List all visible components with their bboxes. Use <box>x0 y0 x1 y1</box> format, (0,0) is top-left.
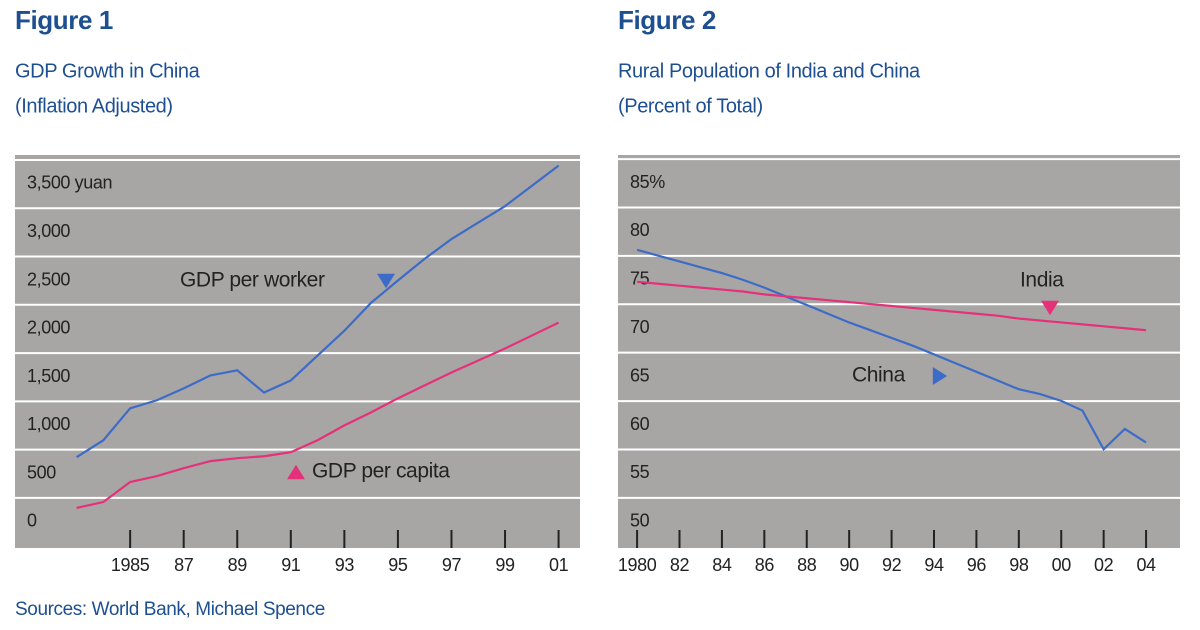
x-tick-label: 99 <box>495 555 515 575</box>
x-tick-label: 91 <box>281 555 301 575</box>
y-tick-label: 75 <box>630 269 650 289</box>
y-tick-label: 65 <box>630 365 650 385</box>
x-tick-label: 02 <box>1094 555 1114 575</box>
series-marker <box>377 273 395 289</box>
x-tick-label: 98 <box>1009 555 1029 575</box>
chart-title: Rural Population of India and China <box>618 60 921 82</box>
data-line <box>636 248 1147 452</box>
series-marker <box>932 367 948 385</box>
x-tick-label: 1980 <box>618 555 657 575</box>
y-tick-label: 1,000 <box>27 414 70 434</box>
x-tick-label: 94 <box>924 555 944 575</box>
x-tick-label: 89 <box>228 555 248 575</box>
series-marker <box>287 464 305 480</box>
x-tick-label: 92 <box>882 555 902 575</box>
data-line <box>636 280 1147 332</box>
x-tick-label: 04 <box>1136 555 1156 575</box>
chart-subtitle: (Percent of Total) <box>618 95 763 117</box>
data-line <box>75 164 560 459</box>
x-tick-label: 01 <box>549 555 569 575</box>
plot-area <box>618 155 1180 548</box>
x-tick-label: 00 <box>1052 555 1072 575</box>
y-tick-label: 80 <box>630 220 650 240</box>
x-tick-label: 86 <box>755 555 775 575</box>
x-tick-label: 90 <box>840 555 860 575</box>
figure-label: Figure 2 <box>618 5 716 35</box>
y-tick-label: 85% <box>630 172 665 192</box>
series-marker <box>1041 300 1059 316</box>
y-tick-label: 1,500 <box>27 366 70 386</box>
series-label: China <box>852 364 906 387</box>
y-tick-label: 3,000 <box>27 221 70 241</box>
series-label: India <box>1020 269 1064 292</box>
y-tick-label: 2,500 <box>27 269 70 289</box>
y-tick-label: 2,000 <box>27 318 70 338</box>
y-tick-label: 0 <box>27 511 37 531</box>
x-tick-label: 82 <box>670 555 690 575</box>
x-tick-label: 1985 <box>111 555 150 575</box>
x-tick-label: 96 <box>967 555 987 575</box>
y-tick-label: 60 <box>630 414 650 434</box>
y-tick-label: 70 <box>630 317 650 337</box>
y-tick-label: 3,500 yuan <box>27 173 112 193</box>
y-tick-label: 500 <box>27 462 56 482</box>
y-tick-label: 50 <box>630 511 650 531</box>
chart-subtitle: (Inflation Adjusted) <box>15 95 173 117</box>
series-label: GDP per worker <box>180 269 325 292</box>
figure-label: Figure 1 <box>15 5 113 35</box>
x-tick-label: 88 <box>797 555 817 575</box>
series-label: GDP per capita <box>312 460 450 483</box>
y-tick-label: 55 <box>630 462 650 482</box>
x-tick-label: 84 <box>712 555 732 575</box>
chart-title: GDP Growth in China <box>15 60 201 82</box>
x-tick-label: 93 <box>335 555 355 575</box>
source-note: Sources: World Bank, Michael Spence <box>15 599 325 620</box>
x-tick-label: 95 <box>388 555 408 575</box>
plot-area <box>15 155 580 548</box>
x-tick-label: 87 <box>174 555 194 575</box>
x-tick-label: 97 <box>442 555 462 575</box>
data-line <box>76 321 560 510</box>
